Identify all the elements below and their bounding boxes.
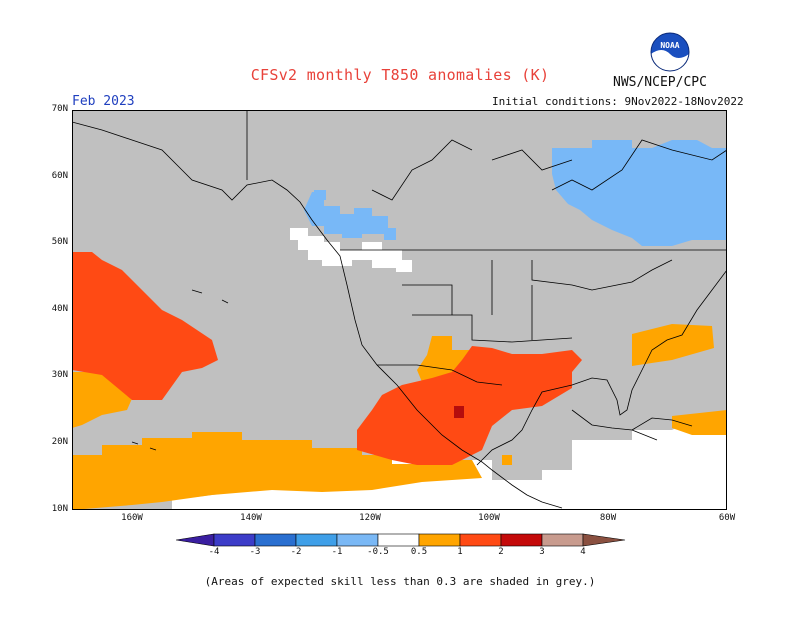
- svg-text:NOAA: NOAA: [660, 41, 679, 50]
- forecast-month: Feb 2023: [72, 94, 135, 109]
- legend-tick: -1: [331, 547, 343, 557]
- warm-anomaly-pacific-south: [72, 432, 482, 510]
- coastlines: [72, 110, 727, 509]
- lat-label-50n: 50N: [51, 237, 68, 247]
- legend-bin: [336, 533, 379, 547]
- legend-bin: [459, 533, 502, 547]
- legend-tick: -0.5: [367, 547, 389, 557]
- legend-arrow-low: [176, 533, 215, 547]
- legend-tick: -2: [290, 547, 302, 557]
- lon-label-140w: 140W: [240, 513, 262, 523]
- lon-label-120w: 120W: [359, 513, 381, 523]
- legend-bin: [254, 533, 297, 547]
- lat-label-40n: 40N: [51, 304, 68, 314]
- lon-label-100w: 100W: [478, 513, 500, 523]
- legend-tick: -4: [208, 547, 220, 557]
- legend-bin: [295, 533, 338, 547]
- cool-anomaly-bc: [304, 192, 396, 240]
- legend-tick: 1: [457, 547, 463, 557]
- warm-anomaly-pacific-west: [72, 252, 218, 400]
- strong-warm-anomaly-mexico: [454, 406, 464, 418]
- legend-tick: 0.5: [410, 547, 428, 557]
- legend-bin: [500, 533, 543, 547]
- cool-anomaly-canada-east: [552, 140, 727, 246]
- warm-anomaly-mexico-gulf: [357, 346, 582, 465]
- legend-tick: 3: [539, 547, 545, 557]
- skill-footnote: (Areas of expected skill less than 0.3 a…: [204, 575, 596, 588]
- legend-tick: -3: [249, 547, 261, 557]
- legend-bin: [377, 533, 420, 547]
- legend-tick: 4: [580, 547, 586, 557]
- lon-label-160w: 160W: [121, 513, 143, 523]
- lon-label-80w: 80W: [599, 513, 617, 523]
- warm-anomaly-caribbean: [672, 410, 727, 435]
- legend-bin: [418, 533, 461, 547]
- legend-bin: [213, 533, 256, 547]
- lat-label-70n: 70N: [51, 104, 68, 114]
- initial-conditions: Initial conditions: 9Nov2022-18Nov2022: [492, 95, 744, 108]
- color-legend: [176, 533, 626, 547]
- map-title: CFSv2 monthly T850 anomalies (K): [250, 66, 550, 84]
- legend-bin: [541, 533, 584, 547]
- cool-anomaly-bc-small: [314, 190, 326, 200]
- agency-label: NWS/NCEP/CPC: [613, 75, 707, 90]
- warm-anomaly-centralam: [502, 455, 512, 465]
- lat-label-10n: 10N: [51, 504, 68, 514]
- lon-label-60w: 60W: [718, 513, 736, 523]
- lat-label-60n: 60N: [51, 171, 68, 181]
- lat-label-20n: 20N: [51, 437, 68, 447]
- noaa-logo: NOAA: [650, 32, 690, 73]
- legend-tick: 2: [498, 547, 504, 557]
- map-frame: [72, 110, 727, 510]
- legend-arrow-high: [582, 533, 626, 547]
- anomaly-map: [72, 110, 727, 510]
- warm-anomaly-atlantic: [632, 324, 714, 366]
- lat-label-30n: 30N: [51, 370, 68, 380]
